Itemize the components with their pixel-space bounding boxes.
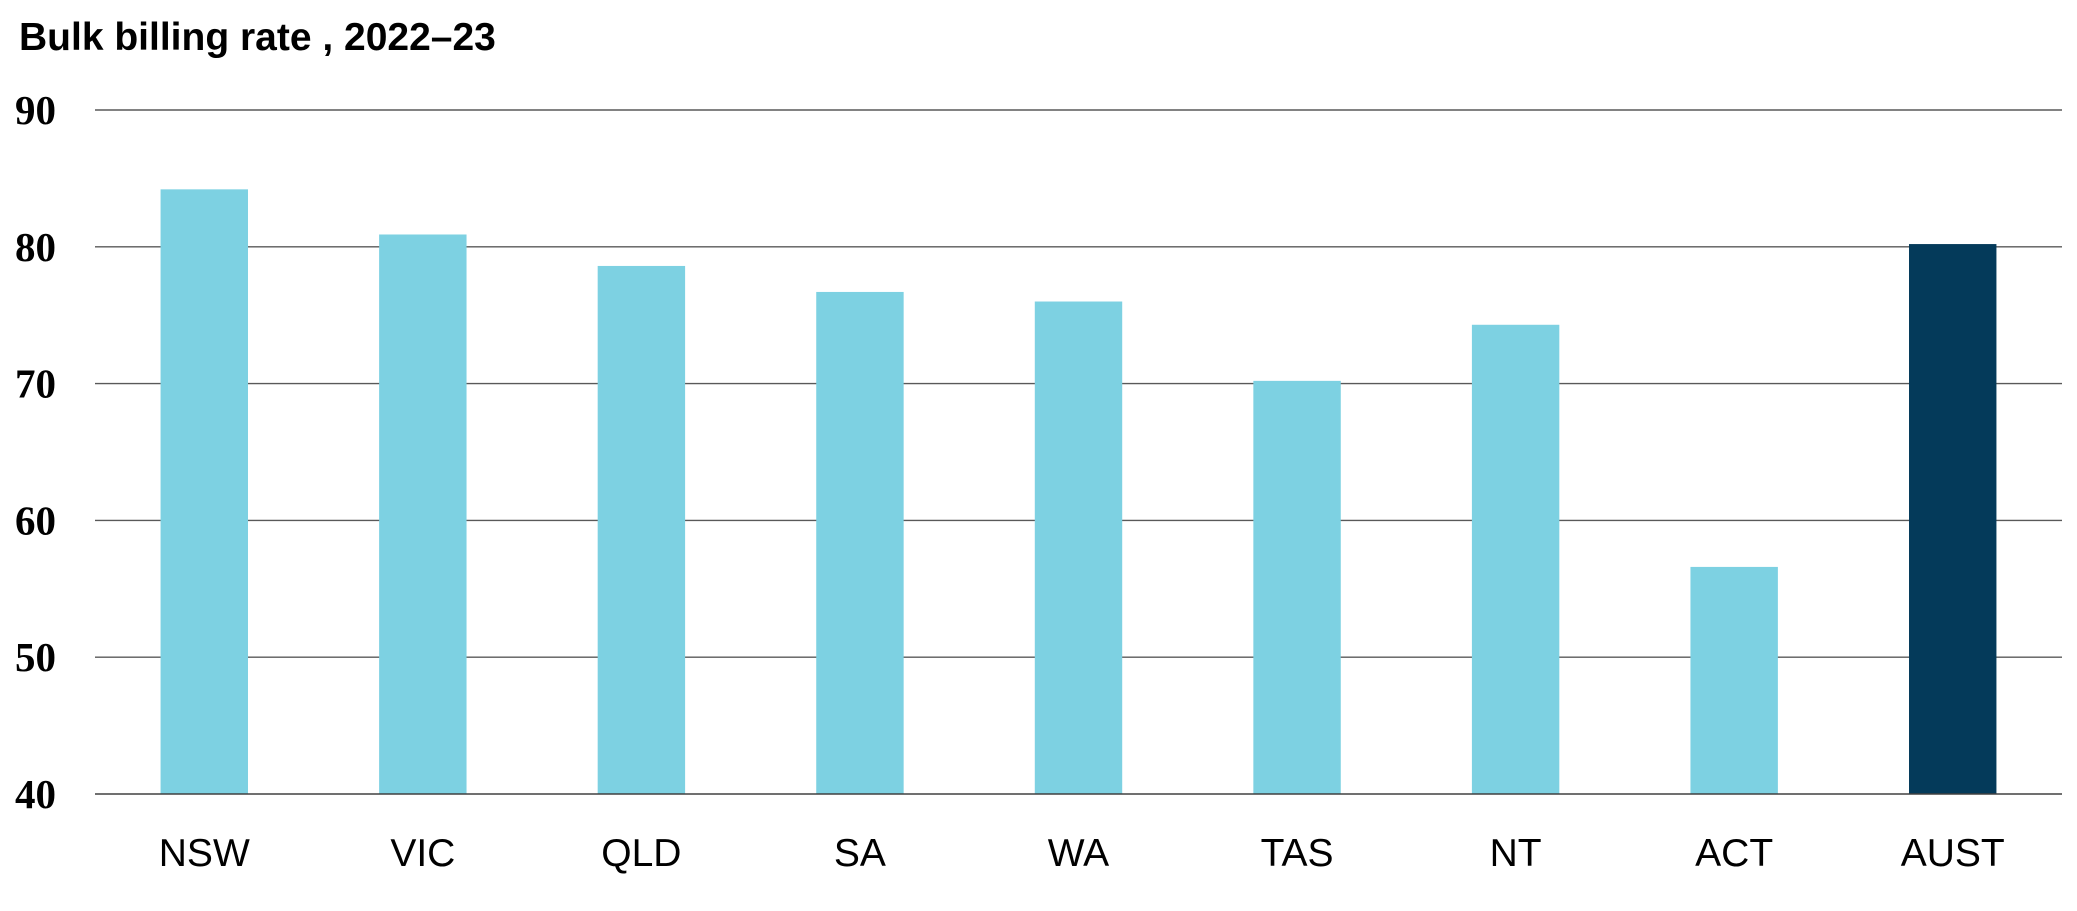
y-axis-tick-labels: 40 50 60 70 80 90 <box>15 87 56 817</box>
bar-act <box>1690 566 1778 794</box>
x-tick-label: QLD <box>601 832 681 875</box>
y-tick-label: 80 <box>15 224 56 270</box>
chart-title: Bulk billing rate , 2022–23 <box>19 16 496 59</box>
bar-sa <box>816 291 904 794</box>
bar-aust <box>1909 244 1997 795</box>
bar-wa <box>1034 301 1123 794</box>
x-tick-label: WA <box>1048 832 1109 875</box>
bar-nsw <box>160 189 248 794</box>
bars <box>160 189 1997 795</box>
bar-vic <box>379 234 467 794</box>
x-tick-label: SA <box>834 832 886 875</box>
x-tick-label: AUST <box>1901 832 2005 875</box>
y-tick-label: 60 <box>15 497 56 543</box>
y-tick-label: 90 <box>15 87 56 133</box>
x-tick-label: NSW <box>159 832 250 875</box>
x-tick-label: TAS <box>1261 832 1334 875</box>
x-axis-tick-labels: NSW VIC QLD SA WA TAS NT ACT AUST <box>159 832 2005 875</box>
x-tick-label: ACT <box>1695 832 1773 875</box>
y-tick-label: 50 <box>15 634 56 680</box>
y-tick-label: 70 <box>15 361 56 407</box>
bar-tas <box>1253 380 1341 794</box>
x-tick-label: VIC <box>390 832 455 875</box>
x-tick-label: NT <box>1490 832 1542 875</box>
bar-nt <box>1471 324 1560 794</box>
y-tick-label: 40 <box>15 771 56 817</box>
bar-qld <box>597 265 686 794</box>
